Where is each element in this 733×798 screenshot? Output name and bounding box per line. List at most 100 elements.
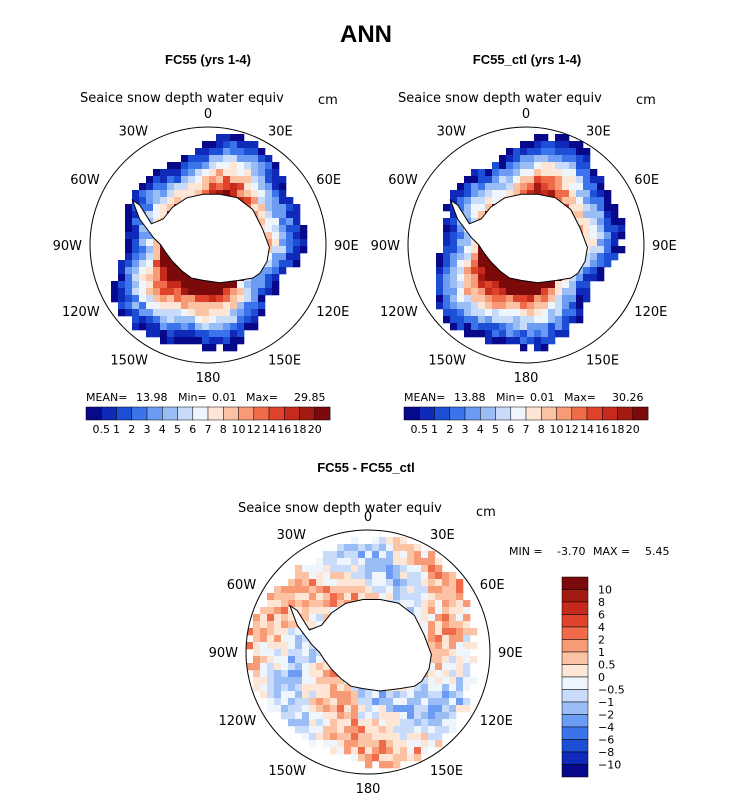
map-cell <box>421 621 429 629</box>
map-cell <box>513 330 521 338</box>
map-cell <box>188 155 196 163</box>
map-cell <box>569 197 577 205</box>
map-cell <box>471 204 479 212</box>
map-cell <box>188 316 196 324</box>
map-cell <box>351 551 359 559</box>
lon-label: 30E <box>268 125 293 140</box>
map-cell <box>237 302 245 310</box>
map-cell <box>216 162 224 170</box>
map-cell <box>146 239 154 247</box>
map-cell <box>428 719 436 727</box>
map-cell <box>118 274 126 282</box>
map-cell <box>414 740 422 748</box>
map-cell <box>302 593 310 601</box>
map-cell <box>597 218 605 226</box>
map-cell <box>590 176 598 184</box>
map-cell <box>499 155 507 163</box>
map-cell <box>293 246 301 254</box>
map-cell <box>478 211 486 219</box>
map-cell <box>520 323 528 331</box>
map-cell <box>323 705 331 713</box>
map-cell <box>590 211 598 219</box>
map-cell <box>393 712 401 720</box>
colorbar-swatch <box>561 639 589 653</box>
lon-label: 60W <box>227 578 257 593</box>
map-cell <box>174 274 182 282</box>
map-cell <box>569 309 577 317</box>
map-cell <box>330 712 338 720</box>
map-cell <box>457 239 465 247</box>
map-cell <box>365 733 373 741</box>
map-cell <box>132 274 140 282</box>
map-cell <box>188 169 196 177</box>
map-cell <box>202 316 210 324</box>
map-cell <box>132 239 140 247</box>
map-cell <box>583 190 591 198</box>
map-cell <box>506 169 514 177</box>
map-cell <box>421 593 429 601</box>
map-cell <box>457 323 465 331</box>
map-cell <box>295 719 303 727</box>
map-cell <box>209 337 217 345</box>
map-cell <box>167 197 175 205</box>
map-cell <box>216 155 224 163</box>
map-cell <box>421 712 429 720</box>
map-cell <box>309 579 317 587</box>
map-cell <box>590 183 598 191</box>
map-cell <box>414 691 422 699</box>
map-cell <box>534 309 542 317</box>
map-cell <box>288 719 296 727</box>
map-cell <box>583 281 591 289</box>
map-cell <box>400 572 408 580</box>
map-cell <box>562 316 570 324</box>
map-cell <box>562 197 570 205</box>
map-cell <box>274 656 282 664</box>
map-cell <box>457 274 465 282</box>
map-cell <box>583 211 591 219</box>
map-cell <box>407 593 415 601</box>
map-cell <box>471 183 479 191</box>
map-cell <box>251 295 259 303</box>
map-cell <box>274 642 282 650</box>
map-cell <box>209 330 217 338</box>
map-cell <box>153 190 161 198</box>
colorbar-tick-label: 12 <box>565 423 579 436</box>
map-cell <box>435 621 443 629</box>
map-cell <box>386 740 394 748</box>
map-cell <box>442 698 450 706</box>
map-cell <box>230 141 238 149</box>
map-cell <box>146 211 154 219</box>
map-cell <box>309 705 317 713</box>
map-cell <box>576 281 584 289</box>
map-cell <box>414 579 422 587</box>
map-cell <box>548 337 556 345</box>
map-cell <box>202 323 210 331</box>
map-cell <box>230 330 238 338</box>
map-cell <box>470 677 478 685</box>
map-cell <box>265 260 273 268</box>
map-cell <box>611 246 619 254</box>
map-cell <box>223 148 231 156</box>
map-cell <box>471 330 479 338</box>
map-cell <box>414 572 422 580</box>
map-cell <box>337 558 345 566</box>
map-cell <box>365 565 373 573</box>
map-cell <box>435 579 443 587</box>
map-cell <box>286 204 294 212</box>
map-cell <box>428 635 436 643</box>
map-cell <box>295 635 303 643</box>
lon-label: 30W <box>119 125 149 140</box>
map-cell <box>251 148 259 156</box>
map-cell <box>358 551 366 559</box>
map-cell <box>569 316 577 324</box>
map-cell <box>216 148 224 156</box>
map-cell <box>330 607 338 615</box>
map-cell <box>400 551 408 559</box>
map-cell <box>251 274 259 282</box>
map-cell <box>365 712 373 720</box>
map-cell <box>181 295 189 303</box>
map-cell <box>132 225 140 233</box>
colorbar-tick-label: 0.5 <box>598 659 616 672</box>
map-cell <box>118 288 126 296</box>
map-cell <box>132 267 140 275</box>
